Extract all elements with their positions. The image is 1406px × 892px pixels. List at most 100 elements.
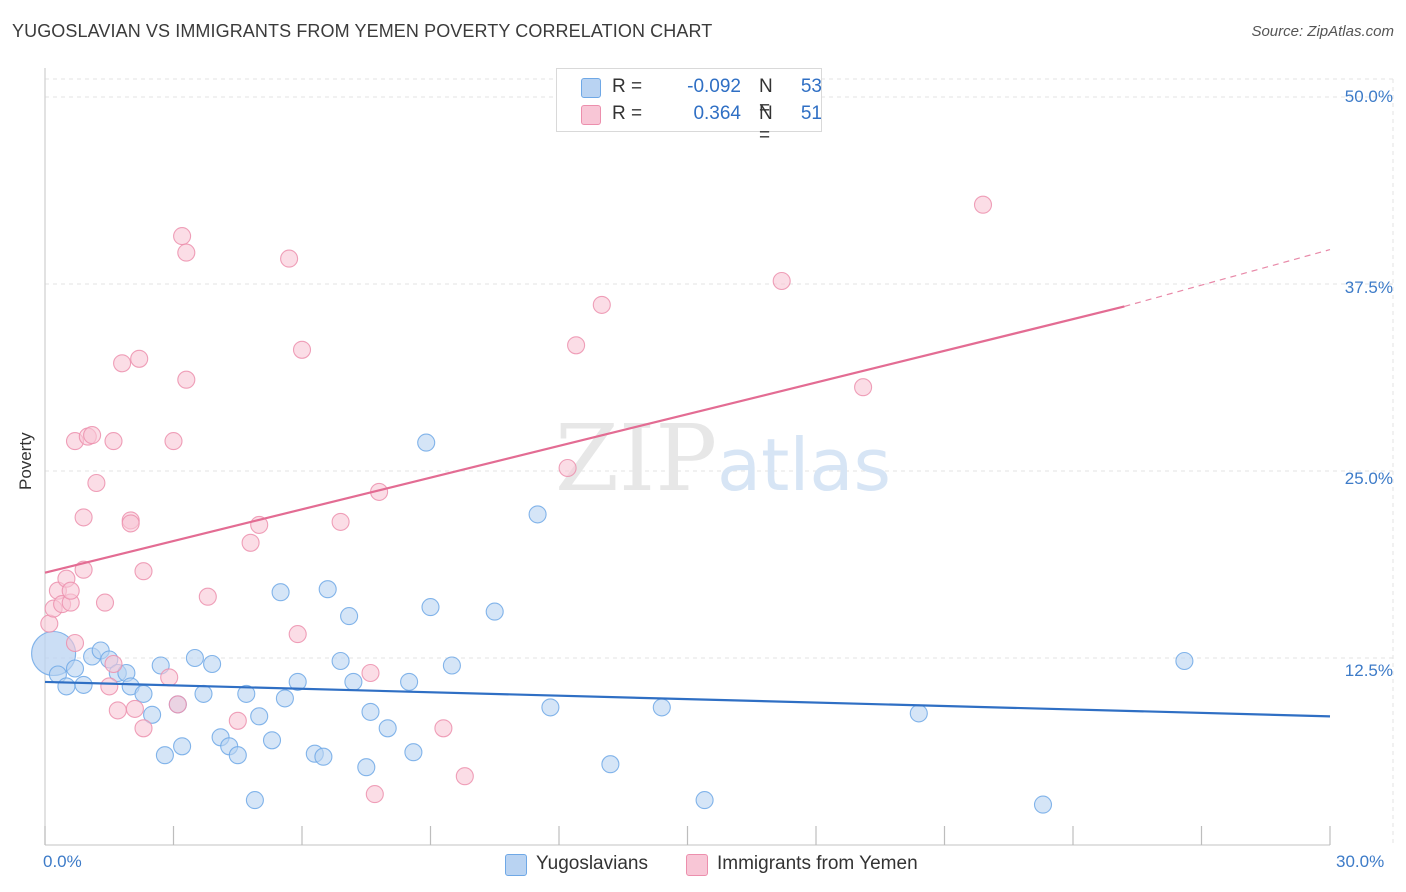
data-point [134,684,153,703]
data-point [361,663,380,683]
y-tick-37-5: 37.5% [1344,278,1393,297]
data-point [104,654,123,674]
data-point [854,378,873,397]
data-point [417,433,436,452]
legend-label: Yugoslavians [536,853,648,874]
n-value: 51 [800,103,822,124]
data-point [194,684,213,703]
axes [44,68,1331,846]
watermark-atlas: atlas [717,423,891,507]
data-point [155,746,174,765]
r-label: R = [612,103,643,124]
data-point [357,758,376,777]
legend-swatch-blue [505,854,527,876]
data-point [404,743,423,762]
data-point [271,583,290,602]
legend-swatch-pink [581,105,601,125]
r-value: 0.364 [693,103,741,124]
data-point [442,656,461,675]
data-point [434,719,453,738]
series-legend: Yugoslavians Immigrants from Yemen [0,852,1406,878]
data-point [275,689,294,708]
data-point [134,719,153,738]
data-point [95,593,115,612]
data-point [288,672,307,691]
data-point [83,426,102,445]
correlation-legend: R = -0.092 N = 53 R = 0.364 N = 51 [556,68,822,146]
data-point [558,458,577,478]
data-point [130,349,149,368]
data-point [185,648,204,668]
data-point [973,195,993,214]
watermark: ZIP atlas [555,405,891,512]
data-point [314,747,333,766]
y-tick-50: 50.0% [1344,87,1393,106]
data-point [198,587,217,606]
source-label: Source: ZipAtlas.com [1251,23,1394,40]
data-point [288,625,307,644]
series-yugoslavians [31,433,1194,814]
legend-label: Immigrants from Yemen [717,853,918,874]
data-point [652,698,671,717]
y-tick-25: 25.0% [1344,469,1393,488]
data-point [143,705,162,724]
data-point [331,512,350,531]
n-value: 53 [800,76,822,97]
data-point [100,677,119,696]
data-point [909,704,928,723]
data-point [113,354,132,373]
data-point [74,508,93,527]
data-point [772,271,791,291]
data-point [173,227,192,246]
data-point [57,677,76,696]
data-point [164,432,183,451]
data-point [250,707,269,726]
y-tick-12-5: 12.5% [1344,661,1393,680]
legend-swatch-pink [686,854,708,876]
data-point [262,731,282,750]
data-point [173,737,192,756]
watermark-zip: ZIP [555,405,717,512]
trend-lines [44,249,1331,718]
data-point [65,633,85,653]
data-point [228,711,247,730]
n-label: N = [759,76,773,119]
trend-line-yemen [44,305,1125,574]
data-point [177,370,196,389]
data-point [125,699,144,718]
trend-line-yugoslavians [44,680,1331,718]
data-point [400,672,419,691]
data-point [340,607,359,626]
data-point [74,675,93,694]
data-point [378,719,397,738]
r-value: -0.092 [687,76,741,97]
data-point [177,243,196,262]
data-point [134,562,153,581]
x-tick-max: 30.0% [1336,852,1385,871]
data-point [160,668,179,687]
data-point [365,785,384,804]
n-label: N = [759,103,773,146]
data-point [87,473,106,493]
data-point [168,695,187,714]
data-point [485,602,504,621]
data-point [592,295,611,314]
data-point [455,767,474,786]
y-axis-label: Poverty [16,432,35,490]
data-point [121,514,140,533]
data-point [567,336,586,355]
data-point [104,432,123,451]
data-point [344,672,363,691]
data-point [228,746,247,765]
data-point [318,580,337,599]
legend-swatch-blue [581,78,601,98]
data-point [421,598,440,617]
data-point [1033,795,1053,814]
data-point [108,701,127,720]
data-point [331,651,350,671]
data-point [241,533,260,552]
data-point [695,791,714,810]
data-point [40,614,59,633]
data-point [245,791,264,810]
